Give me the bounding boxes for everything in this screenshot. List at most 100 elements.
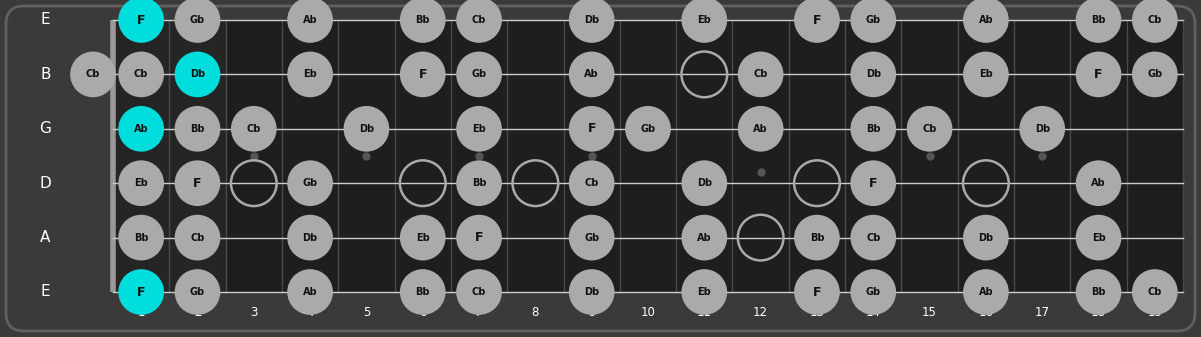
- Circle shape: [737, 52, 783, 97]
- Text: 6: 6: [419, 306, 426, 318]
- Text: Cb: Cb: [1148, 15, 1163, 25]
- Circle shape: [850, 0, 896, 43]
- Circle shape: [794, 215, 839, 261]
- Text: Eb: Eb: [303, 69, 317, 80]
- Text: G: G: [40, 121, 52, 136]
- Circle shape: [850, 106, 896, 152]
- Circle shape: [681, 269, 727, 315]
- Text: Cb: Cb: [472, 15, 486, 25]
- Circle shape: [287, 269, 333, 315]
- Text: 15: 15: [922, 306, 937, 318]
- Circle shape: [456, 52, 502, 97]
- Circle shape: [1076, 215, 1122, 261]
- Text: Eb: Eb: [472, 124, 486, 134]
- Text: F: F: [137, 285, 145, 299]
- Circle shape: [287, 215, 333, 261]
- Text: Db: Db: [303, 233, 318, 243]
- Circle shape: [737, 106, 783, 152]
- Circle shape: [569, 106, 615, 152]
- Text: 16: 16: [979, 306, 993, 318]
- Circle shape: [850, 269, 896, 315]
- Text: Ab: Ab: [979, 15, 993, 25]
- Text: F: F: [587, 122, 596, 135]
- Text: Ab: Ab: [133, 124, 149, 134]
- Text: F: F: [813, 13, 821, 27]
- Circle shape: [119, 160, 165, 206]
- Text: Db: Db: [584, 287, 599, 297]
- Circle shape: [1076, 52, 1122, 97]
- Circle shape: [287, 52, 333, 97]
- Circle shape: [794, 269, 839, 315]
- Bar: [169, 20, 226, 292]
- Circle shape: [1133, 0, 1178, 43]
- Text: Eb: Eb: [698, 15, 711, 25]
- Circle shape: [174, 215, 220, 261]
- Text: Bb: Bb: [133, 233, 149, 243]
- Bar: [113, 20, 1183, 292]
- Text: 14: 14: [866, 306, 880, 318]
- Circle shape: [1076, 0, 1122, 43]
- Circle shape: [287, 160, 333, 206]
- Text: Bb: Bb: [190, 124, 204, 134]
- Circle shape: [456, 0, 502, 43]
- Text: 3: 3: [250, 306, 257, 318]
- Circle shape: [963, 269, 1009, 315]
- Text: Db: Db: [866, 69, 880, 80]
- Text: B: B: [41, 67, 50, 82]
- Circle shape: [569, 269, 615, 315]
- Circle shape: [569, 215, 615, 261]
- Text: Eb: Eb: [1092, 233, 1105, 243]
- Circle shape: [119, 52, 165, 97]
- Text: Eb: Eb: [979, 69, 993, 80]
- Text: Db: Db: [190, 69, 205, 80]
- Text: Gb: Gb: [866, 15, 880, 25]
- Text: Bb: Bb: [866, 124, 880, 134]
- Circle shape: [456, 215, 502, 261]
- Text: Gb: Gb: [190, 287, 205, 297]
- Circle shape: [1076, 269, 1122, 315]
- Text: Ab: Ab: [585, 69, 599, 80]
- Circle shape: [1020, 106, 1065, 152]
- Text: Cb: Cb: [585, 178, 599, 188]
- Text: Bb: Bb: [416, 15, 430, 25]
- Text: Gb: Gb: [472, 69, 486, 80]
- Text: Gb: Gb: [584, 233, 599, 243]
- Text: Cb: Cb: [753, 69, 767, 80]
- Text: Bb: Bb: [472, 178, 486, 188]
- Text: Db: Db: [697, 178, 712, 188]
- Text: Cb: Cb: [1148, 287, 1163, 297]
- Text: Cb: Cb: [472, 287, 486, 297]
- Circle shape: [343, 106, 389, 152]
- Circle shape: [681, 160, 727, 206]
- Text: A: A: [41, 230, 50, 245]
- Text: 18: 18: [1091, 306, 1106, 318]
- Text: 11: 11: [697, 306, 712, 318]
- Text: 4: 4: [306, 306, 313, 318]
- Text: Cb: Cb: [866, 233, 880, 243]
- Circle shape: [850, 52, 896, 97]
- Circle shape: [400, 0, 446, 43]
- Text: 13: 13: [809, 306, 824, 318]
- Text: E: E: [41, 284, 50, 300]
- Text: Gb: Gb: [866, 287, 880, 297]
- Text: Cb: Cb: [85, 69, 100, 80]
- Text: F: F: [474, 231, 483, 244]
- Circle shape: [231, 106, 276, 152]
- Text: 19: 19: [1147, 306, 1163, 318]
- Circle shape: [963, 52, 1009, 97]
- Text: Eb: Eb: [135, 178, 148, 188]
- Circle shape: [794, 0, 839, 43]
- Circle shape: [456, 160, 502, 206]
- Text: 12: 12: [753, 306, 769, 318]
- Circle shape: [287, 0, 333, 43]
- Text: F: F: [193, 177, 202, 190]
- Circle shape: [626, 106, 671, 152]
- Text: Bb: Bb: [1092, 287, 1106, 297]
- Text: Eb: Eb: [698, 287, 711, 297]
- Circle shape: [400, 269, 446, 315]
- Text: 2: 2: [193, 306, 202, 318]
- Text: Ab: Ab: [303, 287, 317, 297]
- Circle shape: [456, 269, 502, 315]
- Text: Db: Db: [979, 233, 993, 243]
- Circle shape: [456, 106, 502, 152]
